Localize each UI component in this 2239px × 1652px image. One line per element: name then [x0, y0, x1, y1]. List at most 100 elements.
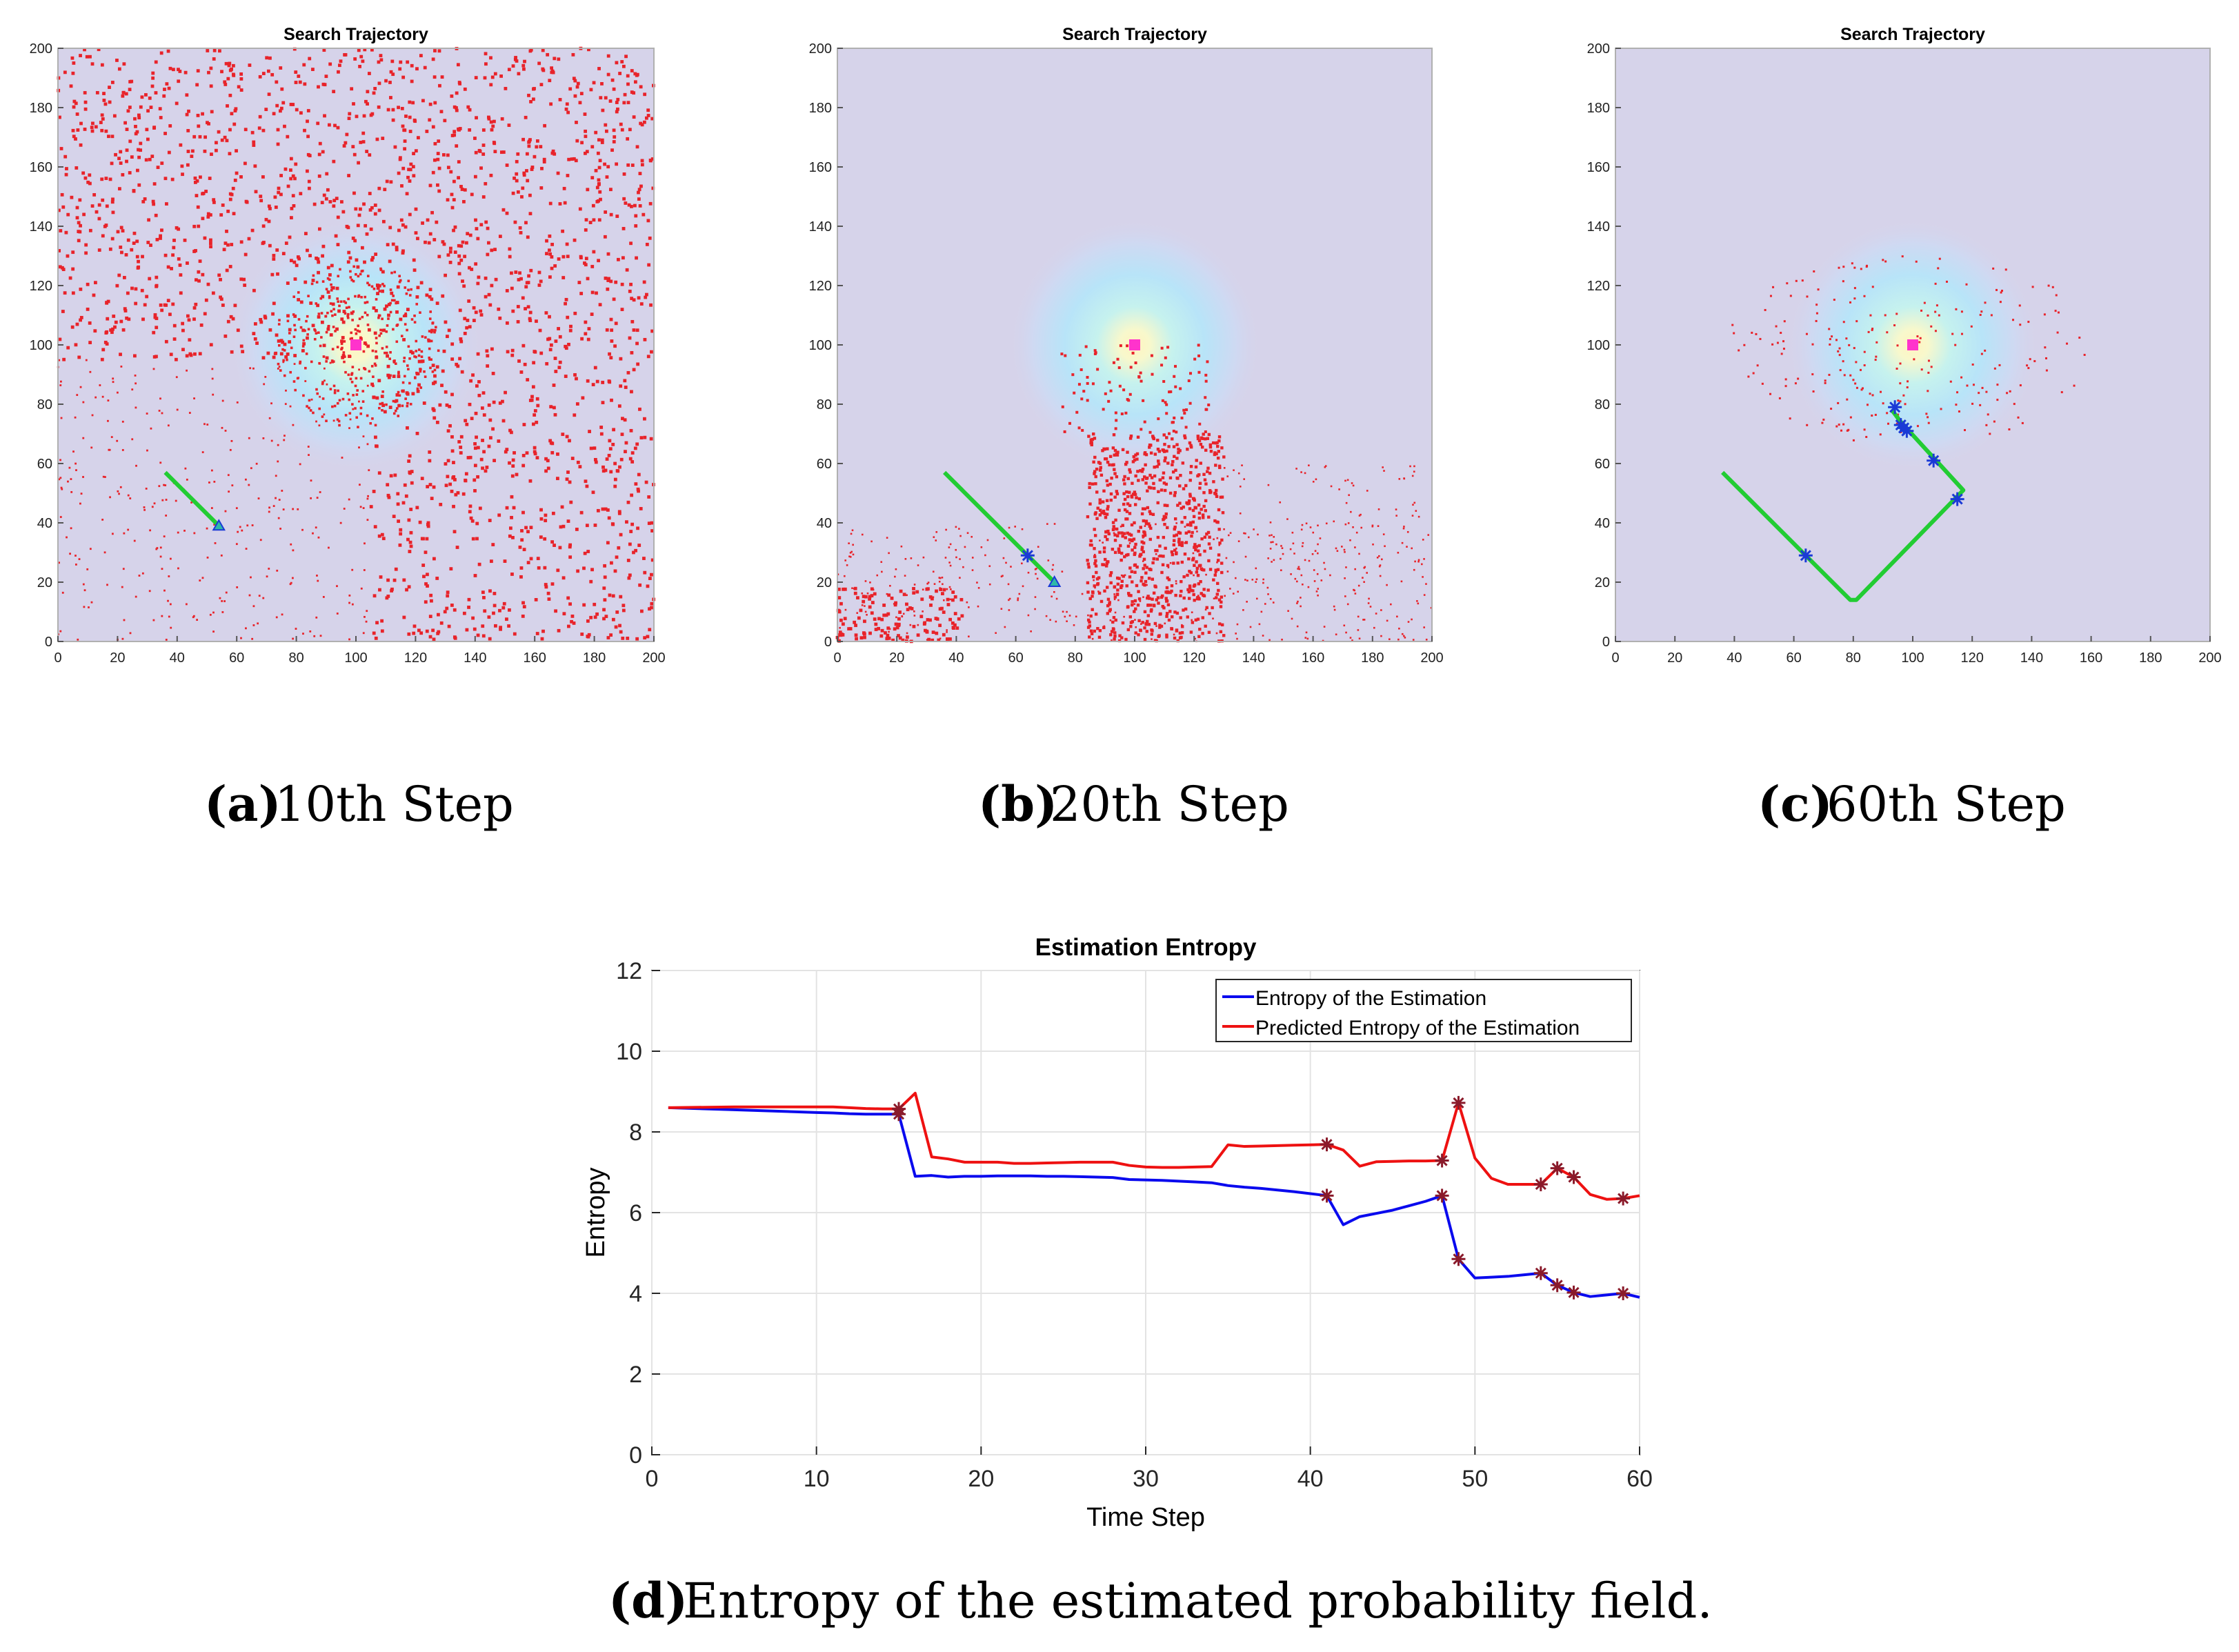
particle: [348, 427, 350, 430]
particle: [1137, 597, 1142, 601]
particle: [1173, 633, 1175, 636]
particle: [501, 399, 504, 404]
particle: [356, 389, 359, 392]
particle: [1091, 595, 1094, 598]
particle: [375, 350, 377, 353]
particle: [589, 88, 593, 92]
particle: [1147, 486, 1151, 489]
particle: [841, 622, 845, 626]
particle: [418, 520, 422, 524]
particle: [641, 212, 646, 217]
particle: [1141, 478, 1144, 481]
particle: [648, 607, 651, 611]
particle: [1151, 577, 1155, 581]
particle: [590, 265, 595, 268]
particle: [1142, 596, 1144, 598]
particle: [524, 307, 527, 310]
particle: [201, 272, 205, 277]
particle: [221, 399, 224, 402]
particle: [391, 108, 395, 112]
y-tick-label: 80: [817, 397, 832, 412]
particle: [1181, 461, 1185, 465]
particle: [158, 485, 161, 488]
particle: [393, 145, 397, 149]
particle: [85, 54, 89, 59]
particle: [472, 319, 476, 323]
particle: [549, 405, 553, 409]
particle: [1204, 396, 1207, 399]
particle: [533, 452, 537, 456]
particle: [539, 351, 544, 355]
particle: [430, 297, 434, 301]
particle: [854, 633, 858, 637]
particle: [1751, 331, 1753, 334]
particle: [1135, 565, 1139, 569]
particle: [459, 337, 463, 341]
x-tick-label: 100: [1123, 650, 1146, 666]
particle: [146, 137, 150, 141]
particle: [1291, 531, 1294, 534]
particle: [1170, 627, 1173, 630]
particle: [562, 186, 566, 190]
particle: [1108, 603, 1111, 606]
particle: [386, 595, 390, 598]
particle: [1087, 435, 1091, 438]
particle: [1003, 537, 1006, 539]
particle: [946, 597, 950, 601]
particle: [850, 550, 853, 553]
particle: [533, 409, 537, 412]
particle: [261, 128, 266, 132]
particle: [68, 276, 72, 280]
particle: [1086, 618, 1091, 622]
particle: [1160, 364, 1164, 367]
particle: [591, 490, 595, 495]
particle: [590, 568, 594, 572]
particle: [634, 548, 637, 553]
particle: [1098, 501, 1102, 505]
particle: [1049, 619, 1051, 621]
particle: [621, 604, 626, 608]
particle: [457, 261, 461, 266]
particle: [1093, 352, 1097, 355]
particle: [844, 559, 846, 561]
particle: [585, 150, 589, 154]
particle: [502, 601, 506, 606]
particle: [1389, 638, 1391, 641]
particle: [575, 121, 578, 124]
particle: [1097, 635, 1102, 639]
particle: [1167, 590, 1170, 593]
particle: [268, 243, 272, 248]
particle: [558, 98, 562, 101]
particle: [546, 591, 550, 595]
particle: [446, 429, 450, 433]
particle: [481, 590, 485, 595]
particle: [262, 597, 265, 599]
particle: [1925, 412, 1928, 415]
particle: [477, 380, 481, 384]
particle: [369, 421, 372, 425]
particle: [902, 593, 906, 597]
particle: [1971, 364, 1974, 366]
particle: [177, 227, 181, 231]
particle: [1422, 576, 1424, 578]
particle: [588, 221, 593, 224]
particle: [467, 299, 471, 303]
particle: [512, 506, 516, 510]
particle: [612, 297, 616, 301]
particle: [949, 564, 952, 567]
particle: [231, 484, 234, 487]
particle: [1115, 475, 1119, 479]
particle: [552, 384, 556, 387]
particle: [82, 583, 85, 586]
particle: [1125, 490, 1128, 494]
particle: [530, 166, 535, 169]
particle: [220, 70, 223, 74]
particle: [937, 638, 941, 642]
particle: [398, 275, 401, 278]
particle: [1104, 564, 1108, 568]
particle: [335, 197, 339, 201]
particle: [1852, 439, 1855, 441]
particle: [1769, 295, 1772, 297]
particle: [1371, 524, 1374, 527]
particle: [353, 239, 357, 243]
